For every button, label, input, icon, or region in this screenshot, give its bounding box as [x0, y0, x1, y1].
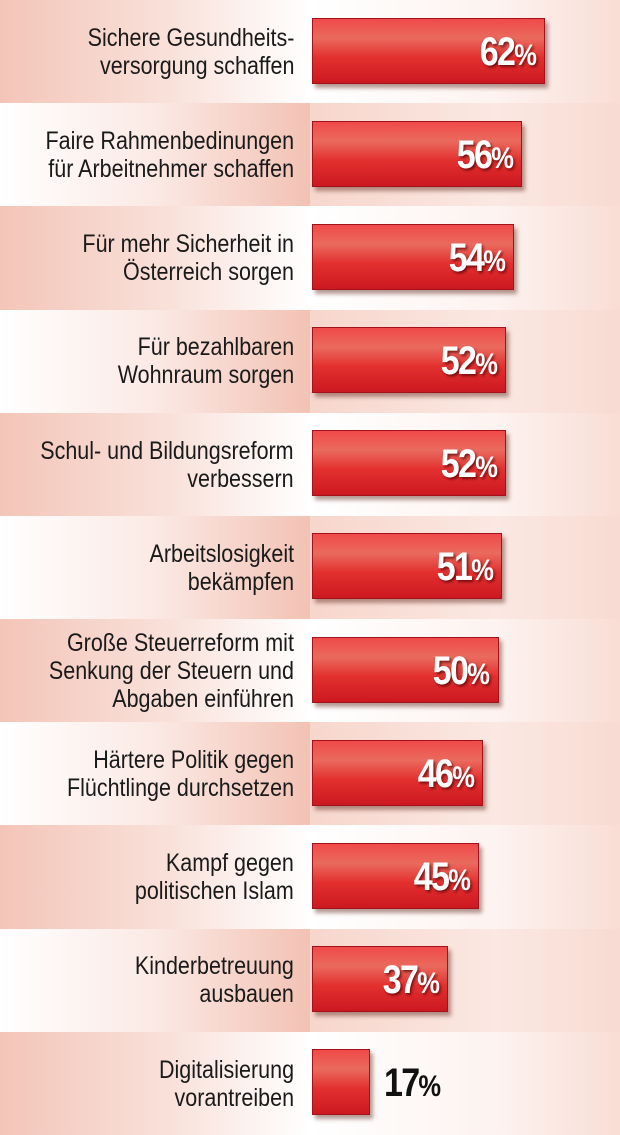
category-label: Kinderbetreuung ausbauen: [135, 952, 294, 1009]
bar: [312, 533, 503, 600]
bar: [312, 327, 507, 394]
category-label: Große Steuerreform mit Senkung der Steuer…: [48, 628, 295, 713]
data-label: 62%: [479, 29, 537, 74]
bar: [312, 636, 499, 703]
category-label: Für bezahlbaren Wohnraum sorgen: [117, 333, 294, 390]
chart-row: Faire Rahmenbedinungen für Arbeitnehmer s…: [0, 103, 620, 207]
data-label: 17%: [384, 1061, 442, 1106]
category-label: Härtere Politik gegen Flüchtlinge durchse…: [66, 746, 295, 803]
bar: [312, 223, 515, 290]
category-label: Kampf gegen politischen Islam: [135, 849, 294, 906]
unit-label: %: [467, 657, 491, 691]
row-label-panel: Faire Rahmenbedinungen für Arbeitnehmer s…: [0, 103, 310, 207]
chart-row: Härtere Politik gegen Flüchtlinge durchse…: [0, 722, 620, 826]
bar: [312, 430, 507, 497]
row-label-panel: Kampf gegen politischen Islam: [0, 825, 310, 930]
category-label: Digitalisierung vorantreiben: [158, 1055, 294, 1112]
bar: [312, 739, 483, 806]
row-label-panel: Sichere Gesundheits-versorgung schaffen: [0, 0, 310, 104]
category-label: Arbeitslosigkeit bekämpfen: [149, 539, 294, 596]
chart-row: Digitalisierung vorantreiben 17%: [0, 1031, 620, 1135]
data-label: 46%: [417, 751, 475, 796]
bar: [312, 1049, 371, 1116]
category-label: Für mehr Sicherheit in Österreich sorgen: [82, 230, 294, 287]
bar: [312, 946, 448, 1013]
unit-label: %: [483, 244, 506, 278]
row-label-panel: Digitalisierung vorantreiben: [0, 1031, 310, 1135]
data-label: 54%: [448, 235, 506, 280]
bar: [312, 17, 546, 84]
row-label-panel: Für mehr Sicherheit in Österreich sorgen: [0, 206, 310, 311]
unit-label: %: [448, 864, 471, 898]
unit-label: %: [490, 141, 514, 175]
chart-row: Kinderbetreuung ausbauen 37%: [0, 928, 620, 1033]
unit-label: %: [475, 348, 498, 382]
data-label: 37%: [382, 958, 440, 1003]
data-label: 56%: [456, 132, 514, 177]
chart-row: Kampf gegen politischen Islam 45%: [0, 825, 620, 930]
data-label: 50%: [433, 648, 491, 693]
unit-label: %: [514, 38, 537, 72]
row-label-panel: Schul- und Bildungsreform verbessern: [0, 412, 310, 517]
data-label: 52%: [440, 442, 498, 487]
row-label-panel: Kinderbetreuung ausbauen: [0, 928, 310, 1033]
row-label-panel: Härtere Politik gegen Flüchtlinge durchse…: [0, 722, 310, 826]
row-label-panel: Große Steuerreform mit Senkung der Steuer…: [0, 619, 310, 723]
chart-row: Schul- und Bildungsreform verbessern 52%: [0, 412, 620, 517]
chart-row: Für mehr Sicherheit in Österreich sorgen 5…: [0, 206, 620, 311]
row-label-panel: Arbeitslosigkeit bekämpfen: [0, 515, 310, 620]
data-label: 51%: [436, 545, 494, 590]
unit-label: %: [471, 554, 494, 588]
chart-row: Große Steuerreform mit Senkung der Steuer…: [0, 619, 620, 723]
chart-row: Für bezahlbaren Wohnraum sorgen 52%: [0, 309, 620, 414]
bar: [312, 120, 522, 187]
bar: [312, 843, 480, 910]
unit-label: %: [451, 760, 475, 794]
row-label-panel: Für bezahlbaren Wohnraum sorgen: [0, 309, 310, 414]
unit-label: %: [418, 1070, 442, 1104]
category-label: Schul- und Bildungsreform verbessern: [40, 436, 294, 493]
unit-label: %: [475, 451, 498, 485]
chart-row: Sichere Gesundheits-versorgung schaffen 6…: [0, 0, 620, 104]
data-label: 45%: [413, 855, 471, 900]
category-label: Faire Rahmenbedinungen für Arbeitnehmer s…: [45, 127, 294, 183]
chart-row: Arbeitslosigkeit bekämpfen 51%: [0, 515, 620, 620]
unit-label: %: [416, 967, 440, 1001]
data-label: 52%: [440, 339, 498, 384]
category-label: Sichere Gesundheits-versorgung schaffen: [87, 23, 294, 80]
